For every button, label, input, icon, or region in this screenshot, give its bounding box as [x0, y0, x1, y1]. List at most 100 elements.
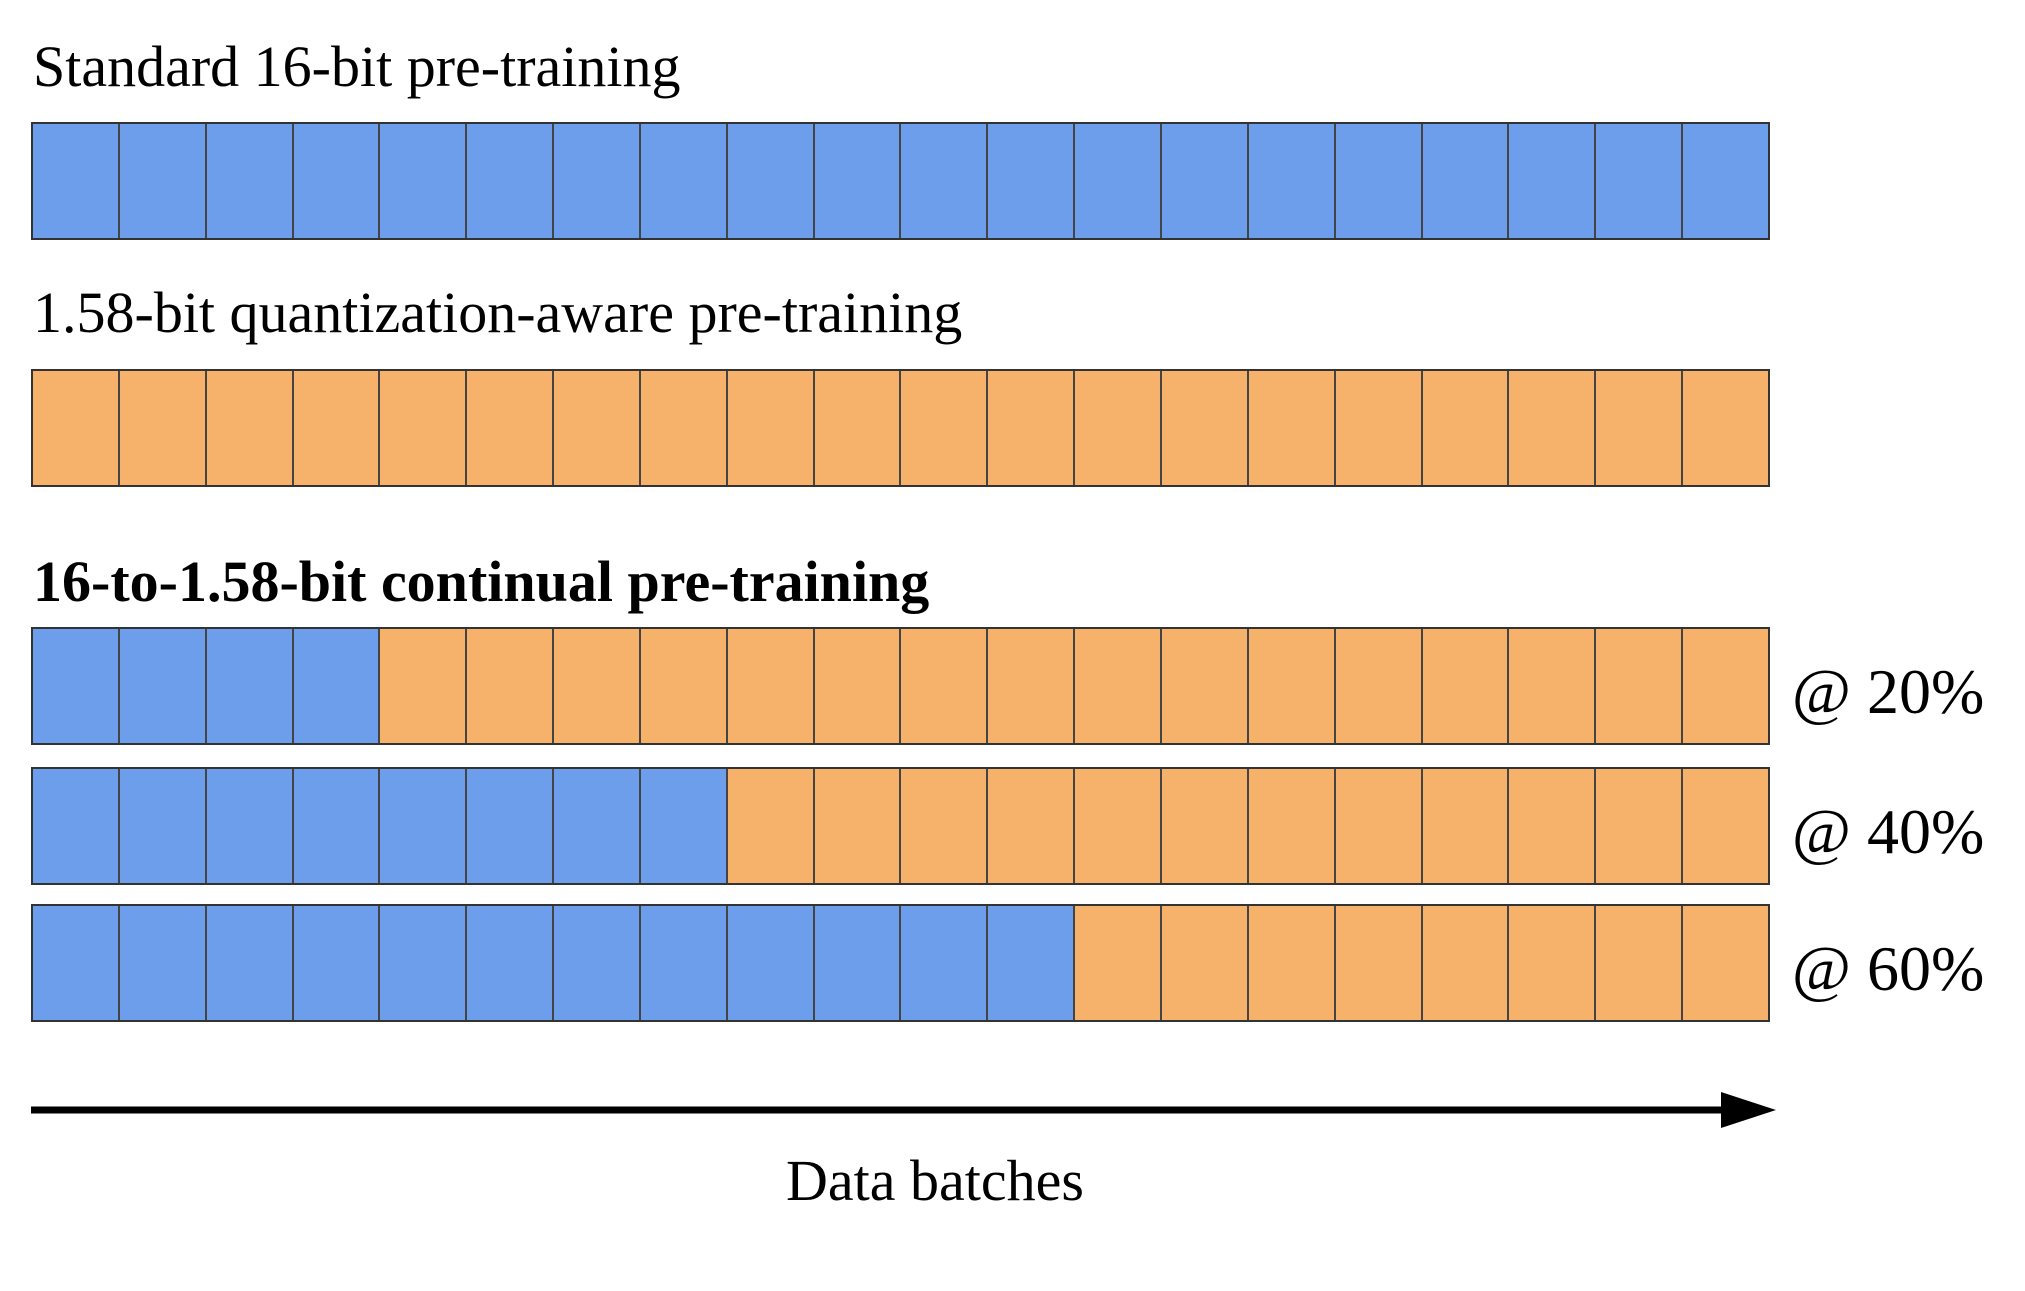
batch-cell-16bit: [293, 769, 381, 883]
batch-cell-1-58bit: [727, 769, 815, 883]
batch-cell-16bit: [206, 124, 294, 238]
batch-cell-16bit: [1075, 124, 1162, 238]
batch-cell-16bit: [1422, 124, 1510, 238]
batch-cell-1-58bit: [1683, 629, 1768, 743]
batch-cell-1-58bit: [1248, 906, 1336, 1020]
continual-label-40: @ 40%: [1792, 796, 1985, 867]
qat-pretraining-title: 1.58-bit quantization-aware pre-training: [33, 280, 963, 345]
batch-cell-1-58bit: [901, 629, 989, 743]
batch-cell-1-58bit: [814, 629, 902, 743]
batch-cell-1-58bit: [640, 371, 728, 485]
batch-cell-1-58bit: [1075, 906, 1162, 1020]
batch-cell-16bit: [901, 906, 989, 1020]
batch-cell-1-58bit: [1248, 371, 1336, 485]
batch-cell-1-58bit: [293, 371, 381, 485]
batch-cell-1-58bit: [727, 371, 815, 485]
batch-cell-16bit: [554, 124, 641, 238]
batch-cell-1-58bit: [1596, 906, 1684, 1020]
batch-cell-1-58bit: [1248, 629, 1336, 743]
batch-cell-16bit: [640, 124, 728, 238]
batch-cell-1-58bit: [1248, 769, 1336, 883]
batch-cell-1-58bit: [1509, 906, 1597, 1020]
batch-cell-1-58bit: [1683, 371, 1768, 485]
batch-cell-16bit: [33, 124, 120, 238]
batch-cell-1-58bit: [467, 371, 555, 485]
batch-cell-16bit: [1683, 124, 1768, 238]
batch-cell-16bit: [554, 906, 641, 1020]
batch-cell-16bit: [988, 906, 1076, 1020]
batch-cell-16bit: [901, 124, 989, 238]
continual-label-60: @ 60%: [1792, 933, 1985, 1004]
batch-cell-1-58bit: [1161, 906, 1249, 1020]
standard-pretraining-bar: [31, 122, 1770, 240]
batch-cell-16bit: [119, 124, 207, 238]
batch-cell-1-58bit: [1596, 371, 1684, 485]
batch-cell-1-58bit: [814, 769, 902, 883]
batch-cell-1-58bit: [119, 371, 207, 485]
batch-cell-1-58bit: [1683, 906, 1768, 1020]
batch-cell-16bit: [206, 906, 294, 1020]
batch-cell-1-58bit: [1075, 769, 1162, 883]
batch-cell-16bit: [727, 906, 815, 1020]
batch-cell-1-58bit: [1596, 769, 1684, 883]
batch-cell-1-58bit: [33, 371, 120, 485]
batch-cell-1-58bit: [1422, 769, 1510, 883]
batch-cell-16bit: [814, 124, 902, 238]
batch-cell-16bit: [380, 124, 468, 238]
batch-cell-16bit: [119, 629, 207, 743]
batch-cell-16bit: [33, 629, 120, 743]
batch-cell-16bit: [727, 124, 815, 238]
batch-cell-1-58bit: [380, 371, 468, 485]
batch-cell-16bit: [1335, 124, 1423, 238]
batch-cell-1-58bit: [1509, 371, 1597, 485]
batch-cell-16bit: [640, 769, 728, 883]
batch-cell-16bit: [119, 769, 207, 883]
batch-cell-1-58bit: [380, 629, 468, 743]
batch-cell-1-58bit: [1161, 371, 1249, 485]
batch-cell-1-58bit: [1509, 629, 1597, 743]
batch-cell-1-58bit: [1509, 769, 1597, 883]
batch-cell-16bit: [1161, 124, 1249, 238]
batch-cell-16bit: [1248, 124, 1336, 238]
batch-cell-1-58bit: [554, 371, 641, 485]
batch-cell-16bit: [380, 769, 468, 883]
batch-cell-16bit: [33, 906, 120, 1020]
batch-cell-1-58bit: [988, 371, 1076, 485]
batch-cell-1-58bit: [988, 769, 1076, 883]
batch-cell-1-58bit: [1161, 629, 1249, 743]
qat-pretraining-bar: [31, 369, 1770, 487]
batch-cell-16bit: [814, 906, 902, 1020]
batch-cell-1-58bit: [814, 371, 902, 485]
batch-cell-16bit: [293, 629, 381, 743]
batch-cell-1-58bit: [727, 629, 815, 743]
batch-cell-1-58bit: [1335, 629, 1423, 743]
batch-cell-1-58bit: [1075, 371, 1162, 485]
batch-cell-1-58bit: [1335, 371, 1423, 485]
continual-bar-20: [31, 627, 1770, 745]
data-batches-arrow: [31, 1092, 1776, 1128]
batch-cell-16bit: [1509, 124, 1597, 238]
batch-cell-16bit: [467, 769, 555, 883]
batch-cell-16bit: [293, 906, 381, 1020]
batch-cell-1-58bit: [1422, 629, 1510, 743]
batch-cell-1-58bit: [1596, 629, 1684, 743]
batch-cell-16bit: [554, 769, 641, 883]
batch-cell-1-58bit: [1075, 629, 1162, 743]
data-batches-label: Data batches: [786, 1148, 1084, 1213]
batch-cell-1-58bit: [206, 371, 294, 485]
batch-cell-1-58bit: [467, 629, 555, 743]
batch-cell-1-58bit: [1335, 906, 1423, 1020]
batch-cell-1-58bit: [554, 629, 641, 743]
batch-cell-16bit: [119, 906, 207, 1020]
batch-cell-1-58bit: [1683, 769, 1768, 883]
batch-cell-1-58bit: [1335, 769, 1423, 883]
continual-bar-40: [31, 767, 1770, 885]
continual-bar-60: [31, 904, 1770, 1022]
batch-cell-16bit: [380, 906, 468, 1020]
batch-cell-1-58bit: [1422, 371, 1510, 485]
batch-cell-16bit: [640, 906, 728, 1020]
batch-cell-16bit: [293, 124, 381, 238]
batch-cell-1-58bit: [901, 769, 989, 883]
batch-cell-1-58bit: [640, 629, 728, 743]
batch-cell-16bit: [988, 124, 1076, 238]
